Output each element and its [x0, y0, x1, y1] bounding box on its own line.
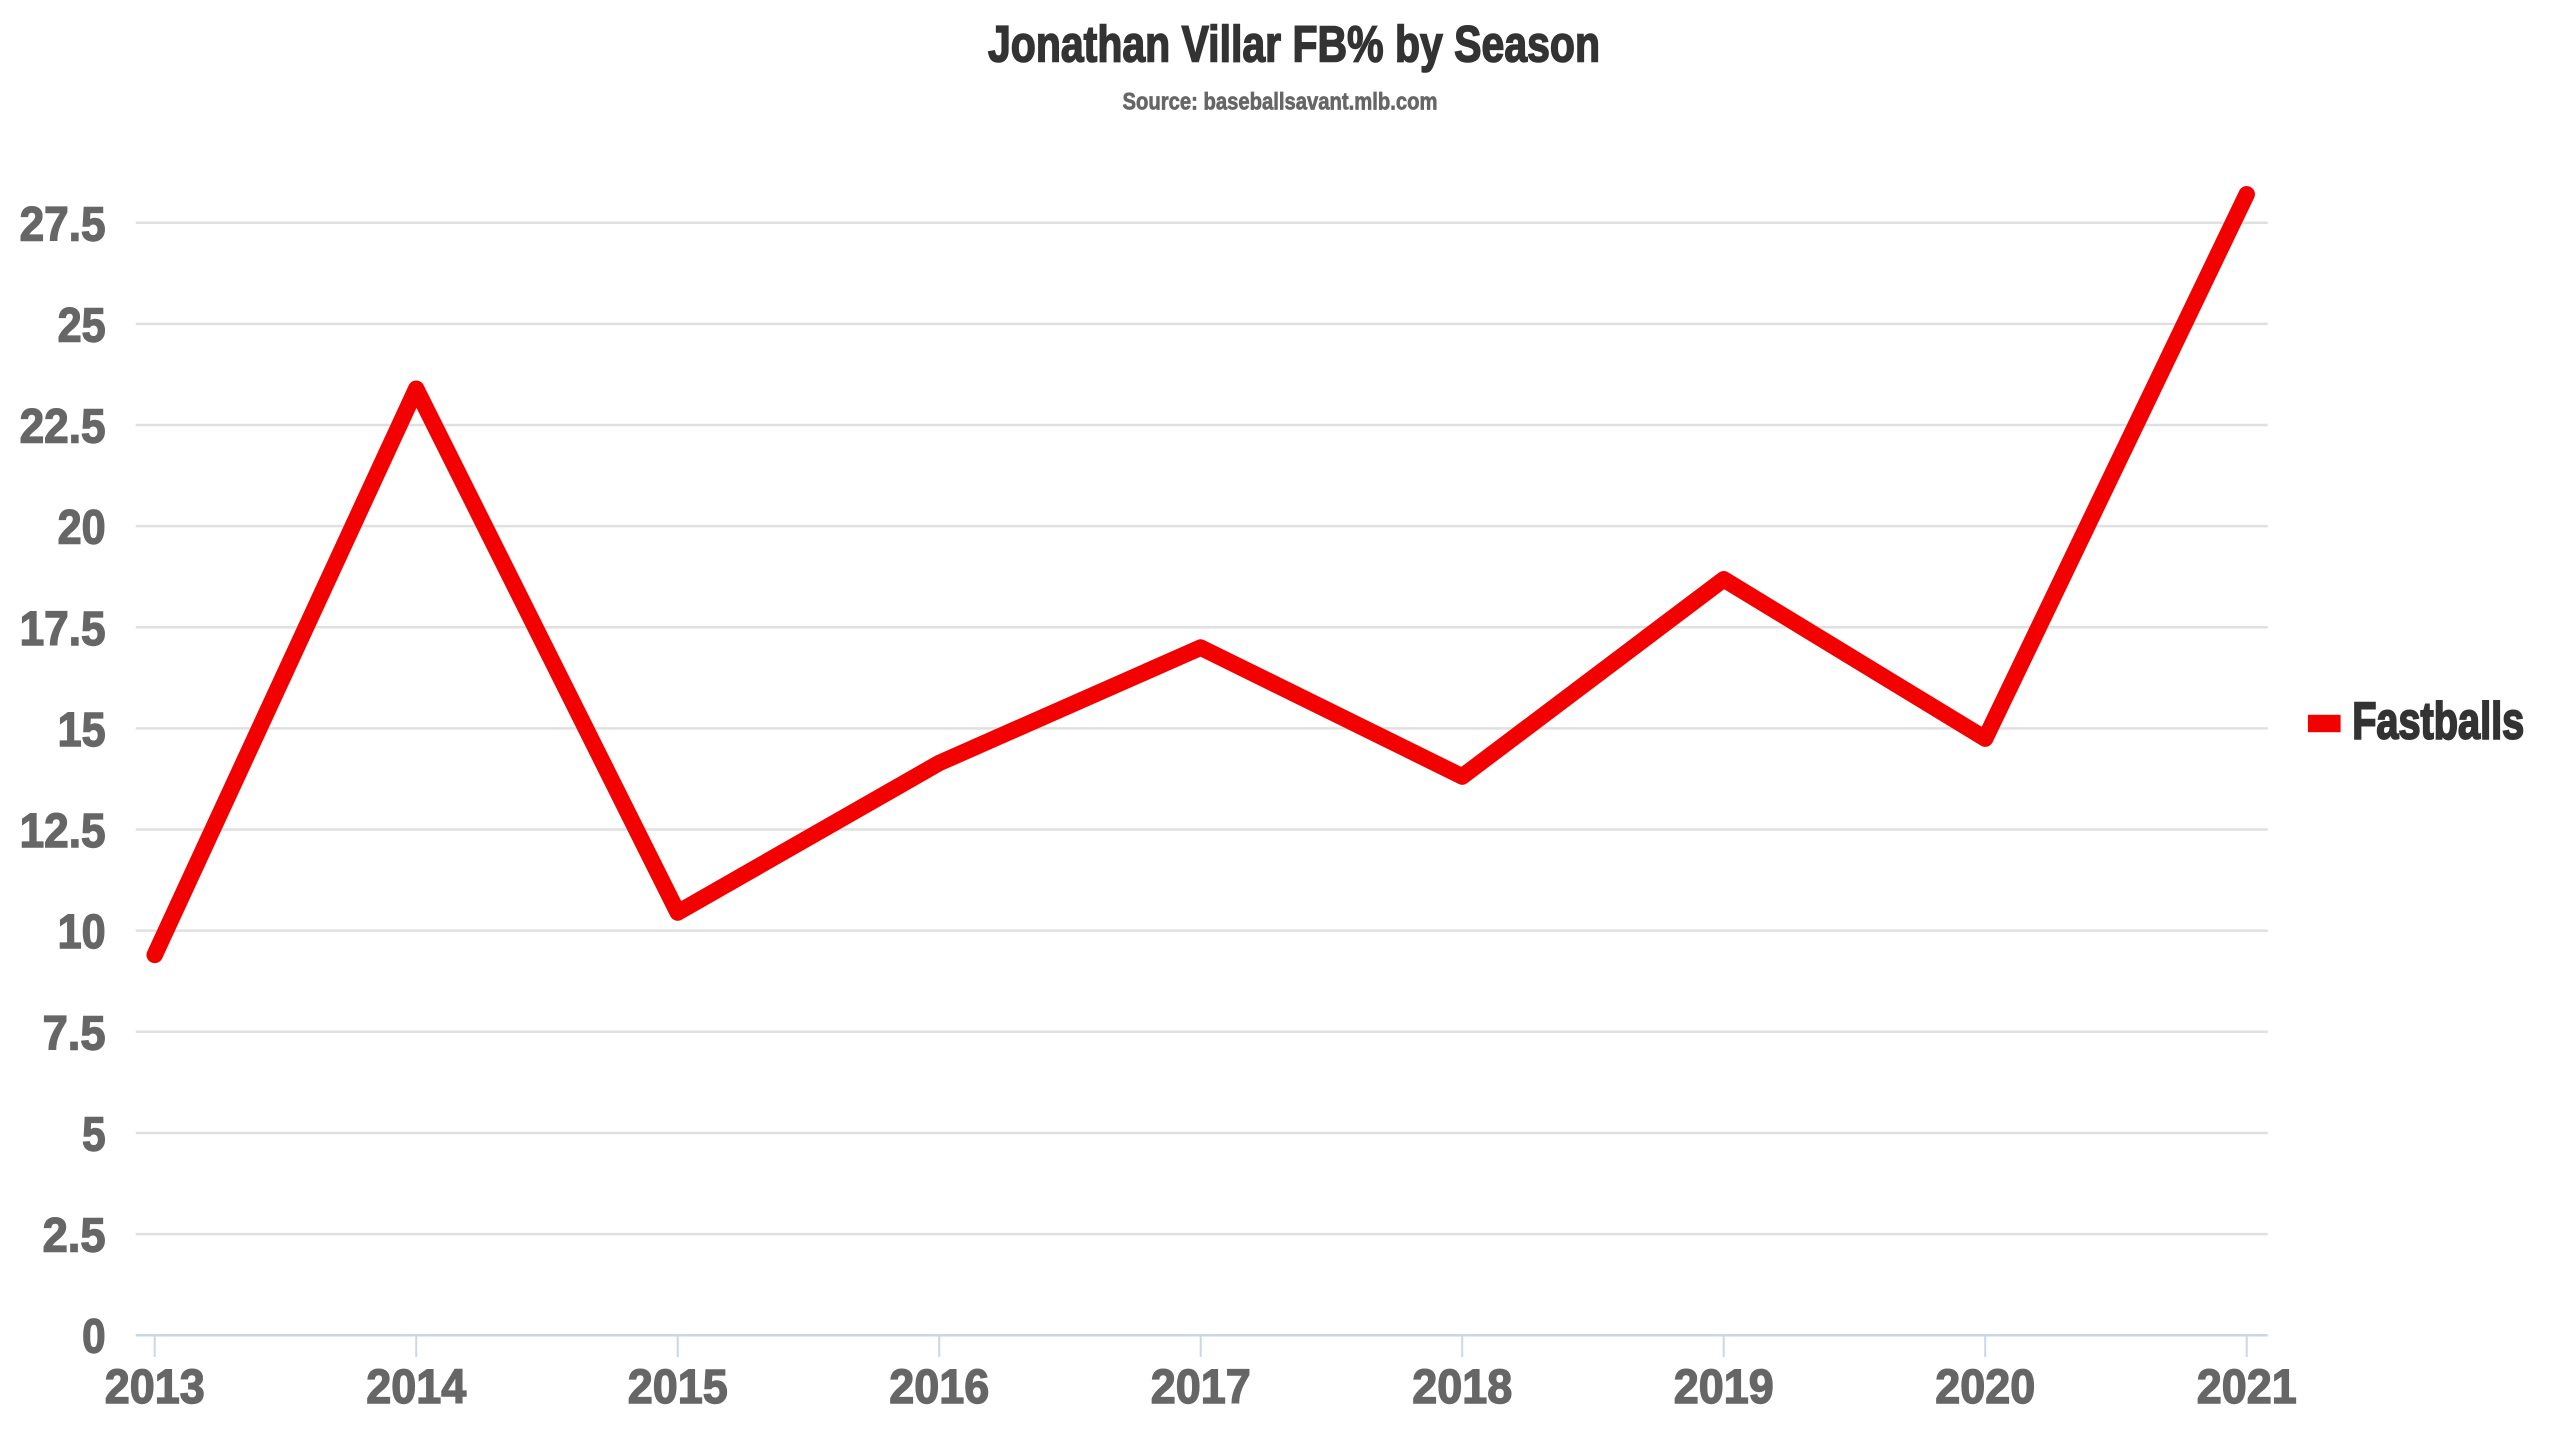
svg-text:2016: 2016: [889, 1361, 989, 1414]
svg-text:2013: 2013: [105, 1361, 205, 1414]
svg-text:2018: 2018: [1412, 1361, 1512, 1414]
svg-text:10: 10: [58, 906, 106, 959]
svg-text:27.5: 27.5: [20, 198, 106, 251]
svg-text:Source: baseballsavant.mlb.com: Source: baseballsavant.mlb.com: [1123, 89, 1438, 116]
svg-text:17.5: 17.5: [20, 603, 106, 656]
svg-text:2020: 2020: [1935, 1361, 2035, 1414]
svg-text:22.5: 22.5: [20, 401, 106, 454]
svg-text:2021: 2021: [2197, 1361, 2297, 1414]
svg-text:2014: 2014: [366, 1361, 466, 1414]
svg-text:25: 25: [58, 299, 106, 352]
svg-text:20: 20: [58, 502, 106, 555]
svg-text:15: 15: [58, 704, 106, 757]
svg-text:12.5: 12.5: [20, 805, 106, 858]
svg-text:7.5: 7.5: [43, 1007, 106, 1060]
svg-text:5: 5: [82, 1108, 106, 1161]
svg-text:2.5: 2.5: [43, 1210, 106, 1263]
svg-text:2015: 2015: [628, 1361, 728, 1414]
svg-text:2019: 2019: [1674, 1361, 1774, 1414]
svg-text:0: 0: [82, 1311, 106, 1364]
svg-text:Jonathan Villar FB% by Season: Jonathan Villar FB% by Season: [988, 16, 1600, 73]
svg-text:2017: 2017: [1151, 1361, 1251, 1414]
svg-text:Fastballs: Fastballs: [2352, 693, 2524, 751]
